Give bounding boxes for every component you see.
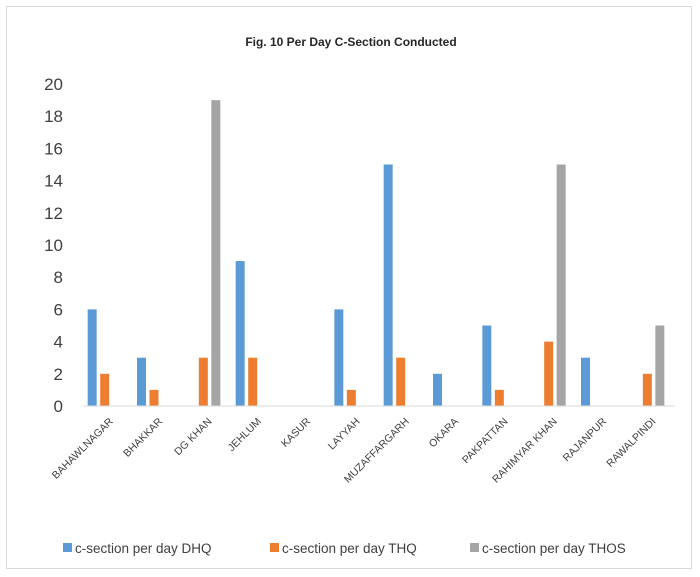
legend: c-section per day DHQ c-section per day T…	[63, 541, 626, 556]
bar	[383, 164, 393, 406]
x-tick-label: RAJANPUR	[561, 415, 610, 464]
y-axis: 0 2 4 6 8 10 12 14 16 18 20	[44, 75, 63, 416]
x-tick-label: JEHLUM	[226, 416, 264, 454]
bar	[137, 357, 146, 406]
bar	[642, 373, 652, 406]
bar	[211, 100, 221, 406]
y-tick-label: 14	[44, 172, 63, 191]
x-tick-label: BHAKKAR	[121, 415, 165, 459]
y-tick-label: 6	[54, 300, 63, 319]
bar	[149, 389, 159, 406]
bar	[396, 357, 406, 406]
bar	[334, 309, 344, 406]
x-tick-label: KASUR	[279, 415, 313, 449]
bar	[482, 325, 492, 406]
legend-label: c-section per day THOS	[482, 541, 626, 556]
bar	[198, 357, 208, 406]
y-tick-label: 16	[44, 139, 63, 158]
legend-swatch	[470, 543, 479, 552]
x-tick-label: OKARA	[427, 416, 461, 450]
x-axis: BAHAWLNAGAR BHAKKAR DG KHAN JEHLUM KASUR LAYY…	[50, 405, 675, 486]
x-tick-label: DG KHAN	[172, 416, 214, 458]
bar	[100, 373, 110, 406]
bar	[433, 373, 442, 406]
plot-area	[87, 100, 665, 406]
bar	[655, 325, 665, 406]
bar	[544, 341, 554, 406]
legend-label: c-section per day DHQ	[75, 541, 212, 556]
legend-swatch	[63, 543, 72, 552]
chart-frame	[6, 6, 692, 569]
bar	[581, 357, 590, 406]
legend-swatch	[270, 543, 279, 552]
x-tick-label: LAYYAH	[326, 416, 363, 453]
bar	[87, 309, 97, 406]
x-tick-label: BAHAWLNAGAR	[50, 415, 116, 481]
y-tick-label: 18	[44, 107, 63, 126]
chart-title: Fig. 10 Per Day C-Section Conducted	[245, 35, 456, 49]
bar	[494, 389, 504, 406]
bar	[346, 389, 356, 406]
y-tick-label: 2	[54, 365, 63, 384]
y-tick-label: 8	[54, 268, 63, 287]
x-tick-label: RAWALPINDI	[604, 416, 658, 470]
y-tick-label: 12	[44, 204, 63, 223]
x-tick-label: PAKPATTAN	[460, 416, 510, 466]
bar	[248, 357, 258, 406]
bar	[235, 261, 245, 406]
legend-label: c-section per day THQ	[282, 541, 417, 556]
y-tick-label: 20	[44, 75, 63, 94]
y-tick-label: 0	[54, 397, 63, 416]
bar	[556, 164, 566, 406]
y-tick-label: 10	[44, 236, 63, 255]
y-tick-label: 4	[54, 333, 63, 352]
